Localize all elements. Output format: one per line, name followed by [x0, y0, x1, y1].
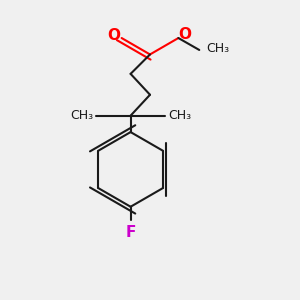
- Text: O: O: [178, 27, 191, 42]
- Text: F: F: [125, 225, 136, 240]
- Text: CH₃: CH₃: [207, 42, 230, 55]
- Text: CH₃: CH₃: [168, 109, 191, 122]
- Text: O: O: [108, 28, 121, 43]
- Text: CH₃: CH₃: [70, 109, 93, 122]
